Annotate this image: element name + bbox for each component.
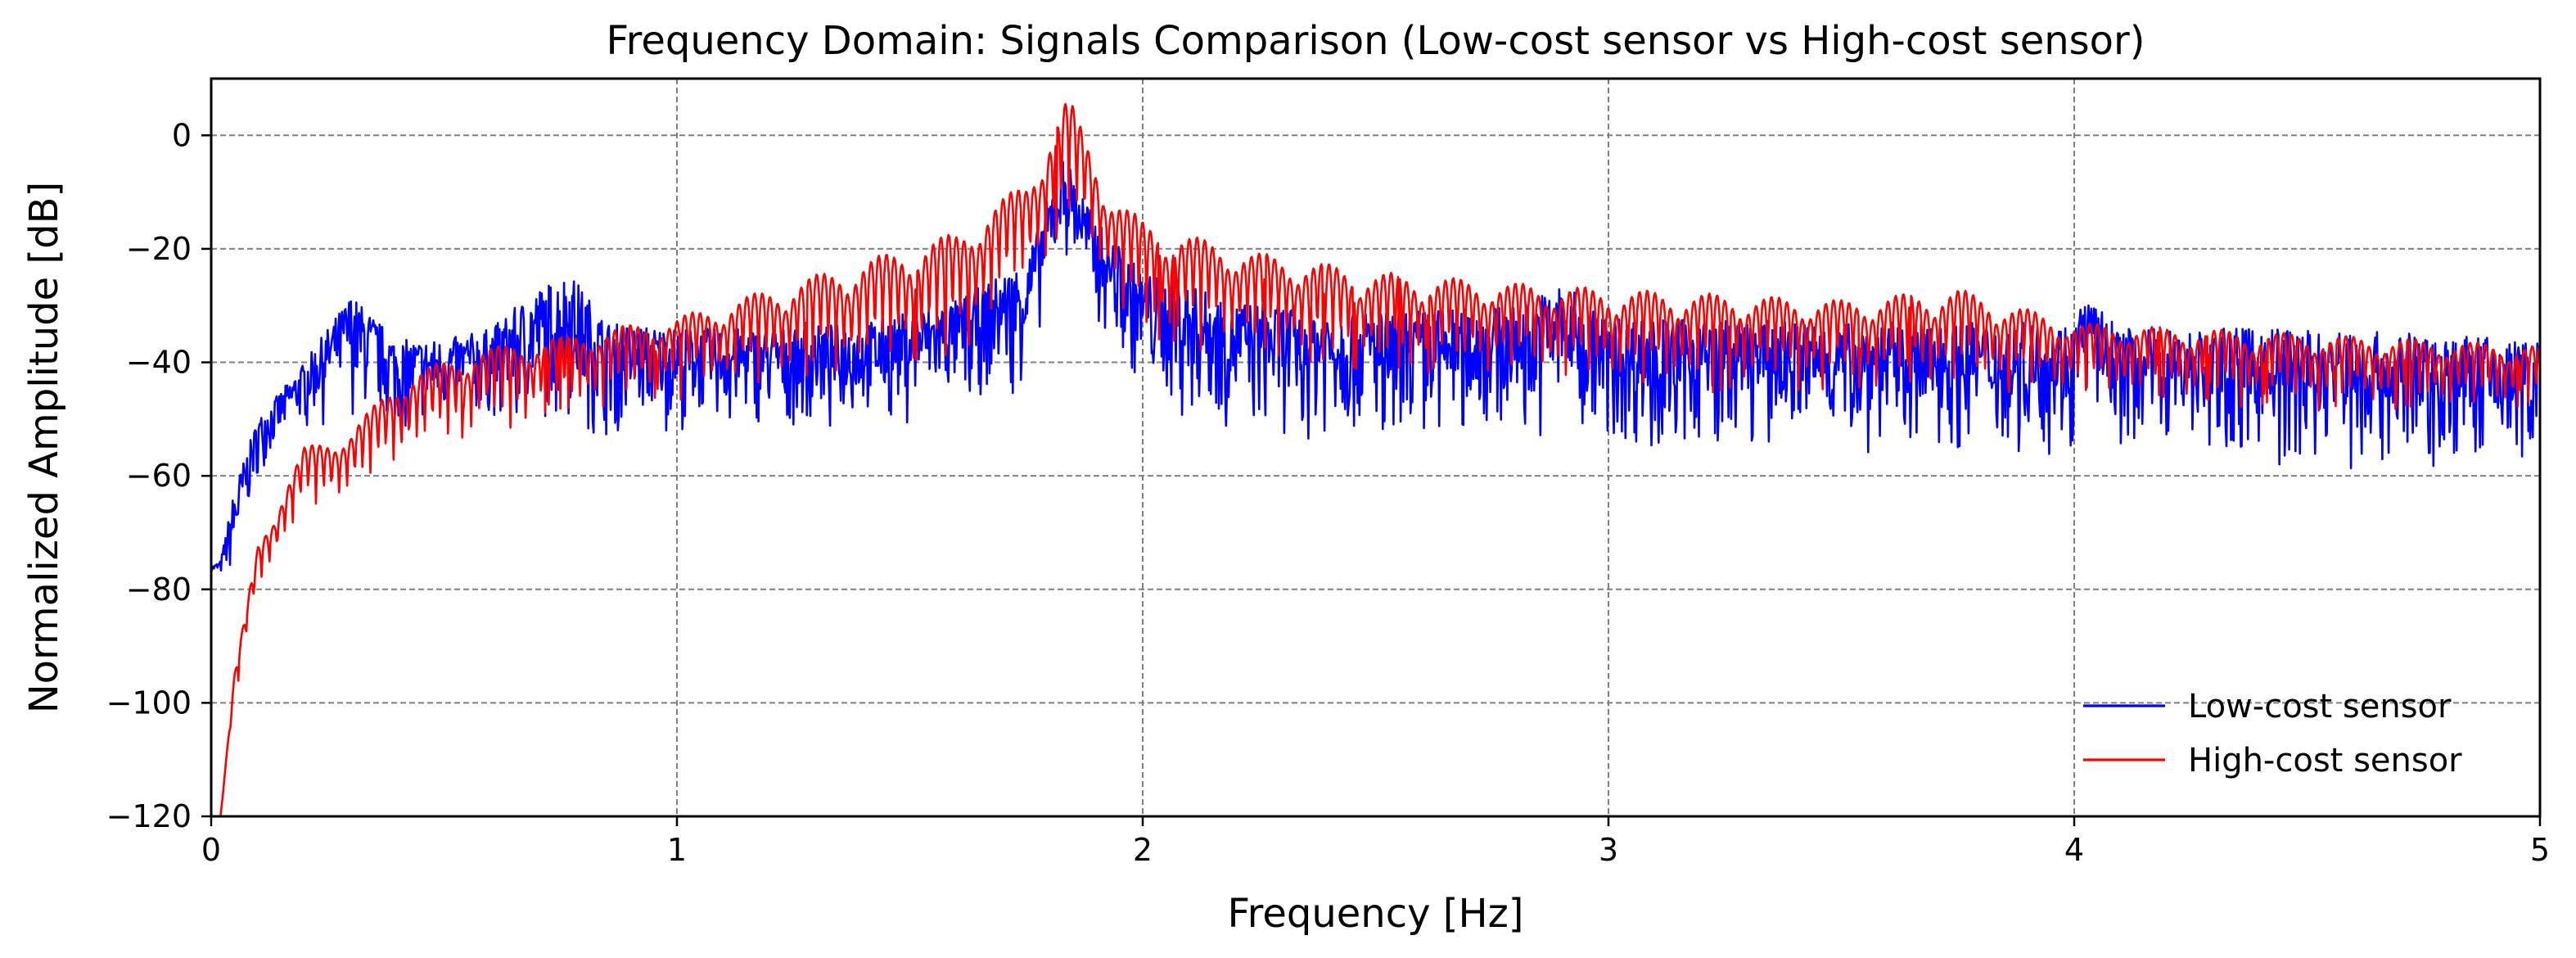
x-tick-label: 0 xyxy=(201,832,221,868)
x-tick-label: 4 xyxy=(2064,832,2084,868)
y-axis-label: Normalized Amplitude [dB] xyxy=(21,182,67,714)
x-tick-label: 3 xyxy=(1599,832,1618,868)
y-tick-label: −20 xyxy=(126,231,192,267)
x-tick-label: 5 xyxy=(2530,832,2550,868)
series-line-high-cost xyxy=(219,102,2542,817)
x-tick-label: 1 xyxy=(667,832,687,868)
legend-label: Low-cost sensor xyxy=(2188,688,2452,725)
x-axis-label: Frequency [Hz] xyxy=(1228,891,1524,937)
plot-frame xyxy=(210,77,2542,818)
y-tick-label: 0 xyxy=(172,117,192,153)
legend-label: High-cost sensor xyxy=(2188,742,2462,780)
legend: Low-cost sensor High-cost sensor xyxy=(2083,688,2462,780)
x-tick-label: 2 xyxy=(1133,832,1153,868)
series-line-low-cost xyxy=(210,159,2542,573)
y-tick-label: −100 xyxy=(106,685,192,721)
ticks: 0 1 2 3 4 5 0 −20 −40 −60 −80 −100 −120 xyxy=(106,117,2550,868)
y-tick-label: −60 xyxy=(126,458,192,494)
series-layer xyxy=(210,102,2542,817)
y-tick-label: −80 xyxy=(126,572,192,608)
y-tick-label: −40 xyxy=(126,345,192,381)
y-tick-label: −120 xyxy=(106,798,192,834)
chart-title: Frequency Domain: Signals Comparison (Lo… xyxy=(607,18,2145,64)
